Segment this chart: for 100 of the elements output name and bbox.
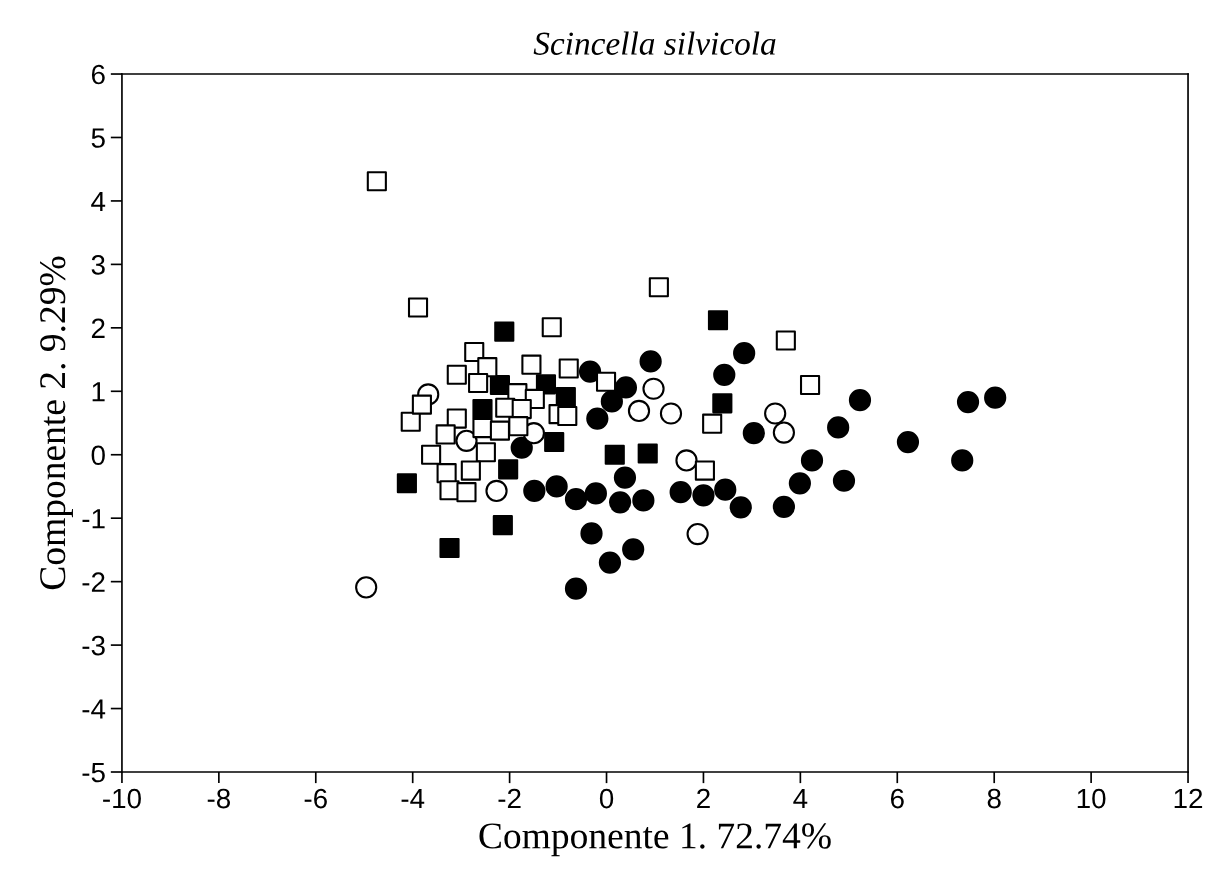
- point: [584, 482, 607, 505]
- point: [456, 482, 477, 503]
- x-tick-label: -4: [401, 789, 425, 809]
- point: [396, 473, 417, 494]
- point: [541, 317, 562, 338]
- point: [622, 538, 645, 561]
- point: [712, 393, 733, 414]
- point: [564, 577, 588, 600]
- point: [485, 479, 508, 503]
- point: [545, 475, 568, 498]
- x-tick-label: 6: [890, 788, 904, 809]
- point: [578, 360, 602, 383]
- point: [733, 342, 756, 365]
- y-tick-label: -1: [82, 509, 105, 529]
- point: [407, 297, 429, 318]
- point: [956, 390, 980, 414]
- point: [400, 411, 421, 432]
- point: [468, 372, 489, 394]
- point: [598, 551, 622, 574]
- point: [464, 341, 485, 363]
- x-tick-label: 10: [1077, 788, 1106, 809]
- point: [472, 398, 493, 420]
- x-tick-label: 0: [599, 788, 614, 809]
- point: [544, 431, 565, 453]
- point: [455, 429, 478, 452]
- x-tick-label: -6: [304, 788, 327, 809]
- point: [508, 416, 529, 437]
- point: [489, 420, 510, 441]
- point: [595, 371, 617, 392]
- point: [460, 460, 481, 481]
- y-tick-label: 5: [91, 128, 105, 148]
- point: [475, 442, 496, 463]
- x-tick-label: 8: [987, 788, 1001, 809]
- point: [772, 495, 795, 518]
- point: [411, 394, 432, 415]
- point: [608, 491, 632, 514]
- point: [669, 481, 692, 504]
- point: [729, 496, 752, 519]
- point: [613, 466, 637, 489]
- x-tick-label: 4: [793, 789, 808, 809]
- point: [707, 310, 729, 331]
- y-tick-label: 1: [92, 382, 105, 402]
- x-tick-label: -10: [103, 788, 141, 809]
- point: [848, 389, 872, 412]
- x-tick-label: 12: [1174, 788, 1203, 809]
- point: [439, 537, 460, 559]
- point: [600, 390, 623, 413]
- y-tick-label: -5: [82, 762, 105, 783]
- point: [614, 376, 638, 399]
- point: [355, 576, 378, 599]
- point: [637, 443, 658, 464]
- point: [446, 364, 467, 385]
- point: [648, 277, 669, 298]
- y-tick-label: -3: [82, 635, 105, 656]
- point: [639, 350, 662, 373]
- point: [558, 358, 579, 379]
- chart-title: Scincella silvicola: [533, 31, 776, 55]
- point: [523, 479, 546, 503]
- point: [564, 488, 588, 511]
- point: [580, 522, 603, 545]
- x-tick-label: -8: [207, 788, 230, 809]
- point: [788, 472, 811, 495]
- y-tick-label: 6: [91, 64, 105, 85]
- point: [713, 363, 736, 386]
- point: [692, 484, 715, 507]
- x-axis-title: Componente 1. 72.74%: [479, 823, 831, 857]
- point: [896, 430, 920, 454]
- point: [498, 459, 519, 480]
- point: [686, 522, 709, 546]
- y-tick-label: 0: [91, 445, 105, 466]
- x-tick-label: -2: [498, 788, 521, 809]
- point: [694, 460, 715, 481]
- y-tick-label: -2: [82, 572, 105, 592]
- point: [510, 436, 533, 459]
- point: [772, 421, 795, 444]
- point: [775, 330, 796, 351]
- point: [984, 386, 1007, 409]
- point: [799, 374, 821, 396]
- x-tick-label: 2: [697, 788, 710, 809]
- y-tick-label: 3: [91, 255, 105, 275]
- point: [675, 449, 698, 472]
- y-tick-label: -4: [82, 699, 106, 719]
- y-tick-label: 4: [91, 191, 106, 211]
- point: [627, 399, 651, 423]
- y-axis-title: Componente 2. 9.29%: [40, 256, 73, 590]
- point: [604, 444, 625, 465]
- y-tick-label: 2: [91, 318, 105, 338]
- point: [832, 469, 856, 492]
- point: [492, 515, 513, 536]
- point: [702, 413, 723, 434]
- point: [714, 478, 737, 501]
- point: [421, 444, 442, 465]
- point: [632, 489, 655, 512]
- point: [800, 449, 824, 472]
- point: [521, 354, 542, 375]
- point: [557, 405, 578, 427]
- point: [494, 321, 515, 342]
- point: [827, 416, 850, 439]
- point: [764, 402, 787, 425]
- point: [586, 407, 609, 430]
